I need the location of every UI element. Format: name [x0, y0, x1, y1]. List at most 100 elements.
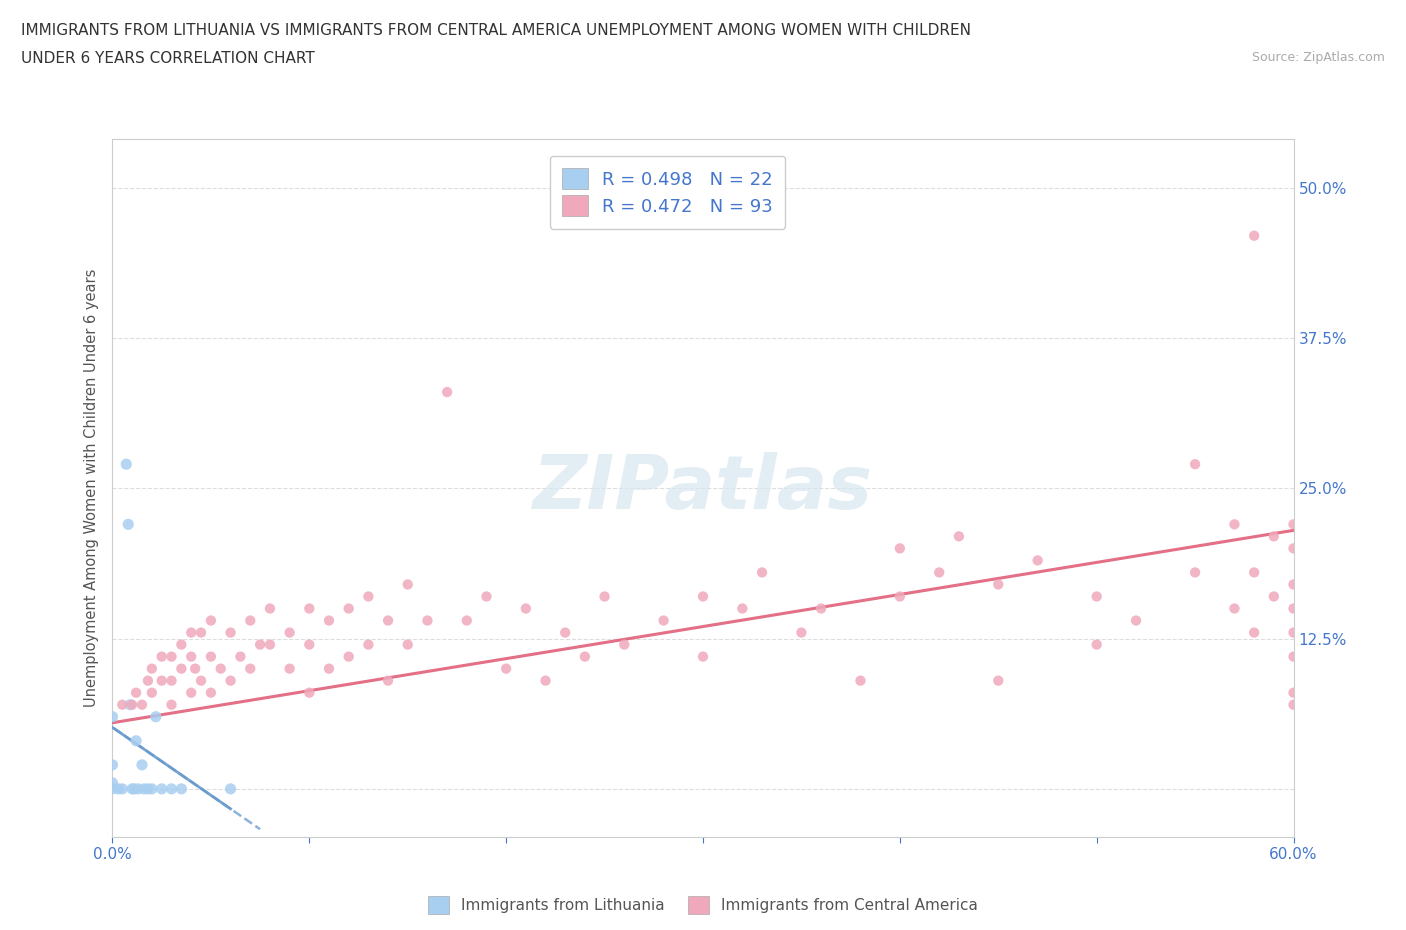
Point [987, 673, 1010, 688]
Point [120, 698, 142, 712]
Point [593, 589, 616, 604]
Point [1125, 613, 1147, 628]
Y-axis label: Unemployment Among Women with Children Under 6 years: Unemployment Among Women with Children U… [84, 269, 100, 708]
Point [357, 589, 380, 604]
Point [115, 457, 138, 472]
Point [101, 781, 124, 796]
Point [131, 757, 153, 772]
Point [200, 613, 222, 628]
Point [1243, 565, 1265, 580]
Point [141, 685, 163, 700]
Point [170, 781, 193, 796]
Point [278, 625, 301, 640]
Point [1282, 541, 1305, 556]
Point [1282, 625, 1305, 640]
Point [101, 776, 124, 790]
Point [121, 781, 143, 796]
Point [928, 565, 950, 580]
Point [416, 613, 439, 628]
Point [377, 673, 399, 688]
Point [1282, 577, 1305, 591]
Point [475, 589, 498, 604]
Point [184, 661, 207, 676]
Point [1263, 529, 1285, 544]
Point [170, 661, 193, 676]
Point [219, 781, 242, 796]
Point [107, 781, 129, 796]
Point [125, 734, 148, 749]
Legend: Immigrants from Lithuania, Immigrants from Central America: Immigrants from Lithuania, Immigrants fr… [422, 890, 984, 920]
Point [1282, 649, 1305, 664]
Point [1184, 457, 1206, 472]
Point [849, 673, 872, 688]
Point [160, 781, 183, 796]
Point [180, 649, 202, 664]
Point [150, 649, 173, 664]
Point [396, 577, 419, 591]
Point [160, 649, 183, 664]
Point [111, 698, 134, 712]
Point [150, 673, 173, 688]
Point [117, 517, 139, 532]
Point [810, 601, 832, 616]
Point [495, 661, 517, 676]
Point [259, 637, 281, 652]
Point [200, 649, 222, 664]
Point [613, 637, 636, 652]
Point [200, 685, 222, 700]
Point [1282, 601, 1305, 616]
Point [357, 637, 380, 652]
Point [229, 649, 252, 664]
Point [1026, 553, 1049, 568]
Point [574, 649, 596, 664]
Point [692, 649, 714, 664]
Point [337, 649, 360, 664]
Point [298, 601, 321, 616]
Point [101, 757, 124, 772]
Point [121, 698, 143, 712]
Point [136, 781, 159, 796]
Point [318, 613, 340, 628]
Point [337, 601, 360, 616]
Point [145, 710, 167, 724]
Point [125, 685, 148, 700]
Point [1282, 517, 1305, 532]
Point [1243, 625, 1265, 640]
Point [219, 673, 242, 688]
Point [790, 625, 813, 640]
Point [170, 637, 193, 652]
Point [692, 589, 714, 604]
Point [1263, 589, 1285, 604]
Point [219, 625, 242, 640]
Point [150, 781, 173, 796]
Point [948, 529, 970, 544]
Point [180, 685, 202, 700]
Point [136, 673, 159, 688]
Point [239, 613, 262, 628]
Point [318, 661, 340, 676]
Point [1243, 228, 1265, 243]
Point [751, 565, 773, 580]
Point [132, 781, 155, 796]
Text: IMMIGRANTS FROM LITHUANIA VS IMMIGRANTS FROM CENTRAL AMERICA UNEMPLOYMENT AMONG : IMMIGRANTS FROM LITHUANIA VS IMMIGRANTS … [21, 23, 972, 38]
Point [122, 781, 145, 796]
Point [249, 637, 271, 652]
Text: ZIPatlas: ZIPatlas [533, 452, 873, 525]
Point [259, 601, 281, 616]
Point [239, 661, 262, 676]
Point [436, 385, 458, 400]
Point [160, 698, 183, 712]
Point [1223, 517, 1246, 532]
Point [377, 613, 399, 628]
Point [1223, 601, 1246, 616]
Point [190, 625, 212, 640]
Point [1184, 565, 1206, 580]
Point [180, 625, 202, 640]
Point [456, 613, 478, 628]
Point [160, 673, 183, 688]
Point [278, 661, 301, 676]
Text: Source: ZipAtlas.com: Source: ZipAtlas.com [1251, 51, 1385, 64]
Point [534, 673, 557, 688]
Point [1085, 637, 1108, 652]
Point [141, 781, 163, 796]
